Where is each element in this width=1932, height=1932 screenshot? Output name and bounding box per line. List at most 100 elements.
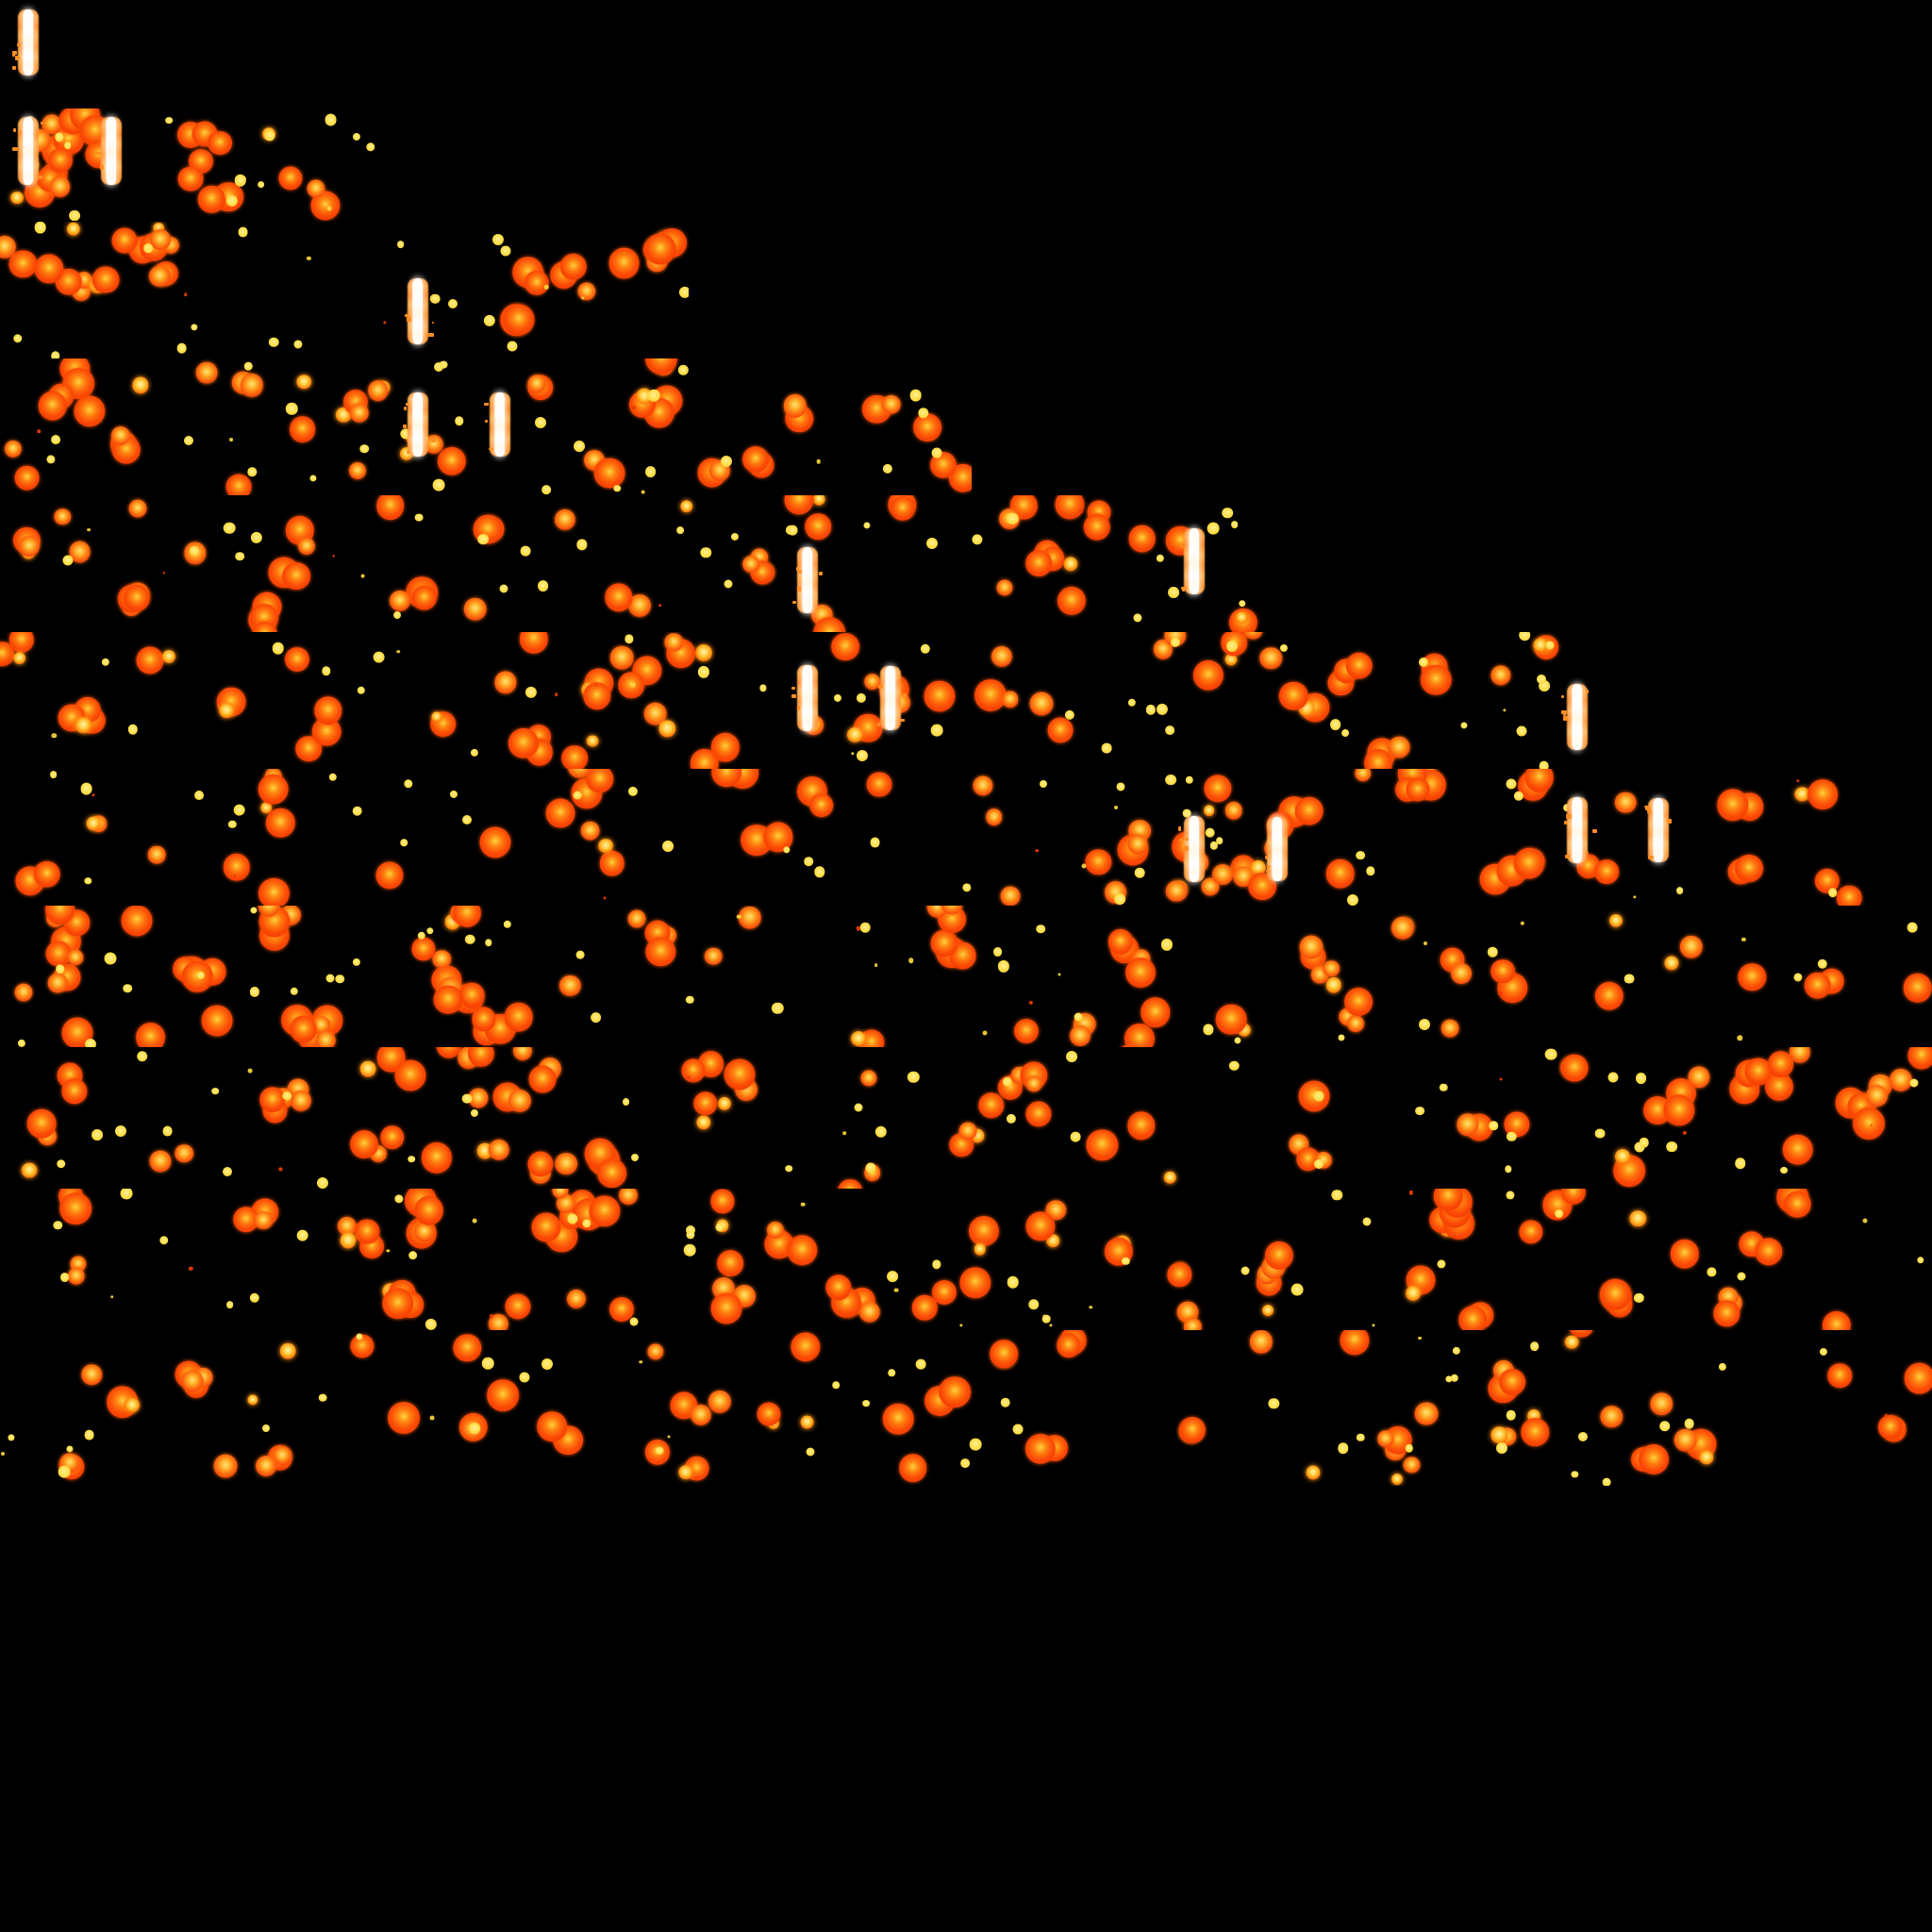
- ember-particle: [1104, 1237, 1134, 1267]
- yellow-spark: [865, 1162, 875, 1174]
- yellow-spark: [1817, 958, 1828, 969]
- ember-particle: [1614, 791, 1637, 813]
- ember-particle: [380, 1125, 405, 1150]
- ember-particle: [803, 714, 824, 736]
- yellow-spark: [1341, 728, 1349, 737]
- ember-particle: [177, 121, 205, 148]
- ember-particle: [787, 1235, 817, 1266]
- micro-spark: [908, 958, 914, 963]
- yellow-spark: [1362, 1217, 1372, 1226]
- ember-particle: [1492, 1359, 1514, 1382]
- micro-spark: [1503, 708, 1507, 712]
- yellow-spark: [622, 1098, 630, 1107]
- ember-particle: [136, 645, 164, 675]
- yellow-spark: [1012, 1424, 1024, 1435]
- ember-particle: [44, 906, 75, 925]
- yellow-spark: [731, 532, 740, 541]
- ember-particle: [1560, 1056, 1584, 1079]
- ember-particle: [47, 973, 68, 993]
- ember-particle: [1458, 1306, 1487, 1330]
- yellow-spark: [1544, 1048, 1557, 1060]
- yellow-spark: [520, 545, 531, 557]
- yellow-spark: [425, 1318, 437, 1330]
- yellow-spark: [58, 1466, 71, 1478]
- ember-particle: [1235, 611, 1248, 625]
- micro-spark: [982, 1030, 988, 1036]
- ember-particle: [1607, 1291, 1633, 1318]
- micro-spark: [1632, 895, 1637, 899]
- yellow-spark: [470, 1109, 478, 1118]
- particle-band: [0, 632, 1566, 769]
- ember-particle: [311, 717, 341, 746]
- ember-particle: [1599, 1279, 1631, 1310]
- ember-particle: [605, 583, 633, 611]
- yellow-spark: [234, 174, 247, 187]
- ember-particle: [89, 275, 107, 293]
- yellow-spark: [1070, 1131, 1081, 1142]
- ember-particle: [488, 1139, 510, 1160]
- ember-particle: [1289, 1134, 1309, 1156]
- ember-particle: [280, 1342, 296, 1359]
- ember-particle: [576, 282, 596, 301]
- ember-particle: [1085, 849, 1112, 875]
- ember-particle: [258, 774, 289, 806]
- yellow-spark: [1827, 888, 1838, 897]
- ember-particle: [694, 644, 712, 662]
- yellow-spark: [1039, 779, 1047, 788]
- yellow-spark: [461, 815, 472, 825]
- ember-particle: [1881, 1416, 1907, 1442]
- yellow-spark: [190, 545, 200, 556]
- ember-particle: [476, 1142, 493, 1159]
- ember-particle: [268, 928, 284, 944]
- yellow-spark: [1074, 1012, 1083, 1022]
- ember-particle: [408, 308, 426, 325]
- yellow-spark: [1737, 1272, 1746, 1281]
- ember-particle: [473, 514, 503, 544]
- ember-particle: [582, 682, 611, 710]
- ember-particle: [1086, 1128, 1118, 1161]
- micro-ember: [1682, 1130, 1688, 1135]
- yellow-spark: [1658, 1421, 1671, 1432]
- micro-spark: [630, 683, 636, 688]
- micro-spark: [581, 295, 585, 300]
- micro-ember: [1795, 779, 1800, 783]
- ember-particle: [924, 1386, 956, 1417]
- ember-particle: [670, 1391, 698, 1420]
- ember-particle: [1424, 769, 1438, 781]
- yellow-spark: [1230, 521, 1239, 529]
- micro-ember: [278, 1167, 282, 1171]
- ember-particle: [260, 802, 272, 813]
- ember-particle: [690, 1405, 711, 1426]
- ember-particle: [1233, 866, 1254, 887]
- yellow-spark: [1225, 640, 1238, 652]
- micro-spark: [851, 752, 855, 756]
- ember-particle: [1192, 659, 1224, 691]
- ember-particle: [643, 236, 671, 263]
- ember-particle: [382, 1283, 399, 1300]
- micro-spark: [1089, 1306, 1093, 1309]
- ember-particle: [1560, 1189, 1587, 1205]
- yellow-spark: [932, 1259, 941, 1269]
- ember-particle: [1490, 958, 1515, 984]
- ember-particle: [1000, 885, 1021, 906]
- yellow-spark: [525, 687, 538, 699]
- yellow-spark: [1917, 1257, 1924, 1264]
- ember-particle: [588, 1144, 620, 1176]
- ember-particle: [467, 1047, 494, 1067]
- ember-particle: [1376, 1430, 1394, 1448]
- yellow-spark: [1185, 775, 1193, 785]
- ember-particle: [15, 865, 45, 896]
- ember-particle: [1176, 1301, 1199, 1324]
- micro-ember: [383, 321, 387, 325]
- yellow-spark: [1041, 1314, 1051, 1324]
- ember-particle: [1718, 1287, 1739, 1307]
- yellow-spark: [8, 1434, 15, 1441]
- ember-particle: [1041, 1434, 1069, 1461]
- ember-particle: [479, 825, 511, 858]
- yellow-spark: [417, 931, 425, 941]
- yellow-spark: [1170, 637, 1181, 648]
- ember-particle: [1224, 653, 1238, 666]
- ember-particle: [1002, 691, 1019, 708]
- ember-particle: [708, 460, 730, 482]
- ember-particle: [25, 177, 55, 208]
